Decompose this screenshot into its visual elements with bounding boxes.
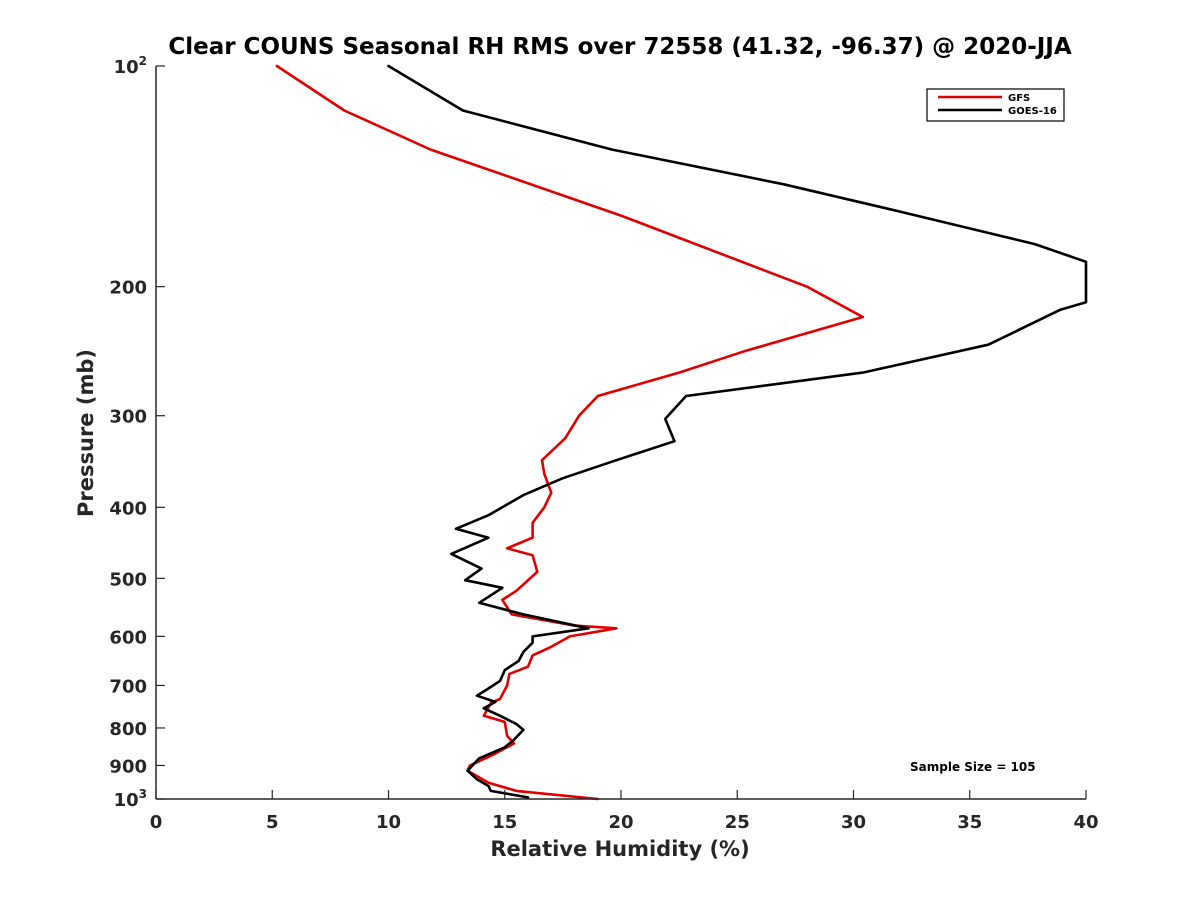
y-tick-label: 600	[109, 627, 147, 648]
plot-area: 0 5 10 15 20 25 30 35 40 102 200 300 400 500 600 700 800…	[109, 54, 1098, 833]
x-tick-label: 25	[725, 812, 750, 833]
x-tick-label: 30	[841, 812, 866, 833]
chart-title: Clear COUNS Seasonal RH RMS over 72558 (…	[168, 34, 1072, 60]
x-tick-label: 40	[1073, 812, 1098, 833]
x-tick-label: 0	[150, 812, 163, 833]
x-axis-label: Relative Humidity (%)	[490, 837, 749, 861]
series-line-goes16	[387, 64, 1088, 799]
y-tick-label: 500	[109, 569, 147, 590]
x-tick-label: 20	[608, 812, 633, 833]
x-tick-label: 35	[957, 812, 982, 833]
x-tick-label: 15	[492, 812, 517, 833]
x-tick-label: 5	[266, 812, 279, 833]
y-tick-label: 200	[109, 278, 147, 299]
series-line-gfs	[275, 64, 865, 801]
sample-size-annotation: Sample Size = 105	[910, 760, 1036, 774]
legend-box	[926, 88, 1065, 122]
y-tick-label: 300	[109, 407, 147, 428]
y-tick-label: 700	[109, 676, 147, 697]
y-axis-label: Pressure (mb)	[74, 349, 98, 517]
y-tick-label: 400	[109, 498, 147, 519]
y-tick-label: 103	[114, 787, 147, 811]
legend-label-gfs: GFS	[1008, 93, 1030, 104]
y-tick-label: 800	[109, 719, 147, 740]
legend-label-goes16: GOES-16	[1008, 106, 1057, 117]
y-tick-label: 102	[114, 54, 147, 78]
y-tick-label: 900	[109, 756, 147, 777]
x-tick-label: 10	[376, 812, 401, 833]
